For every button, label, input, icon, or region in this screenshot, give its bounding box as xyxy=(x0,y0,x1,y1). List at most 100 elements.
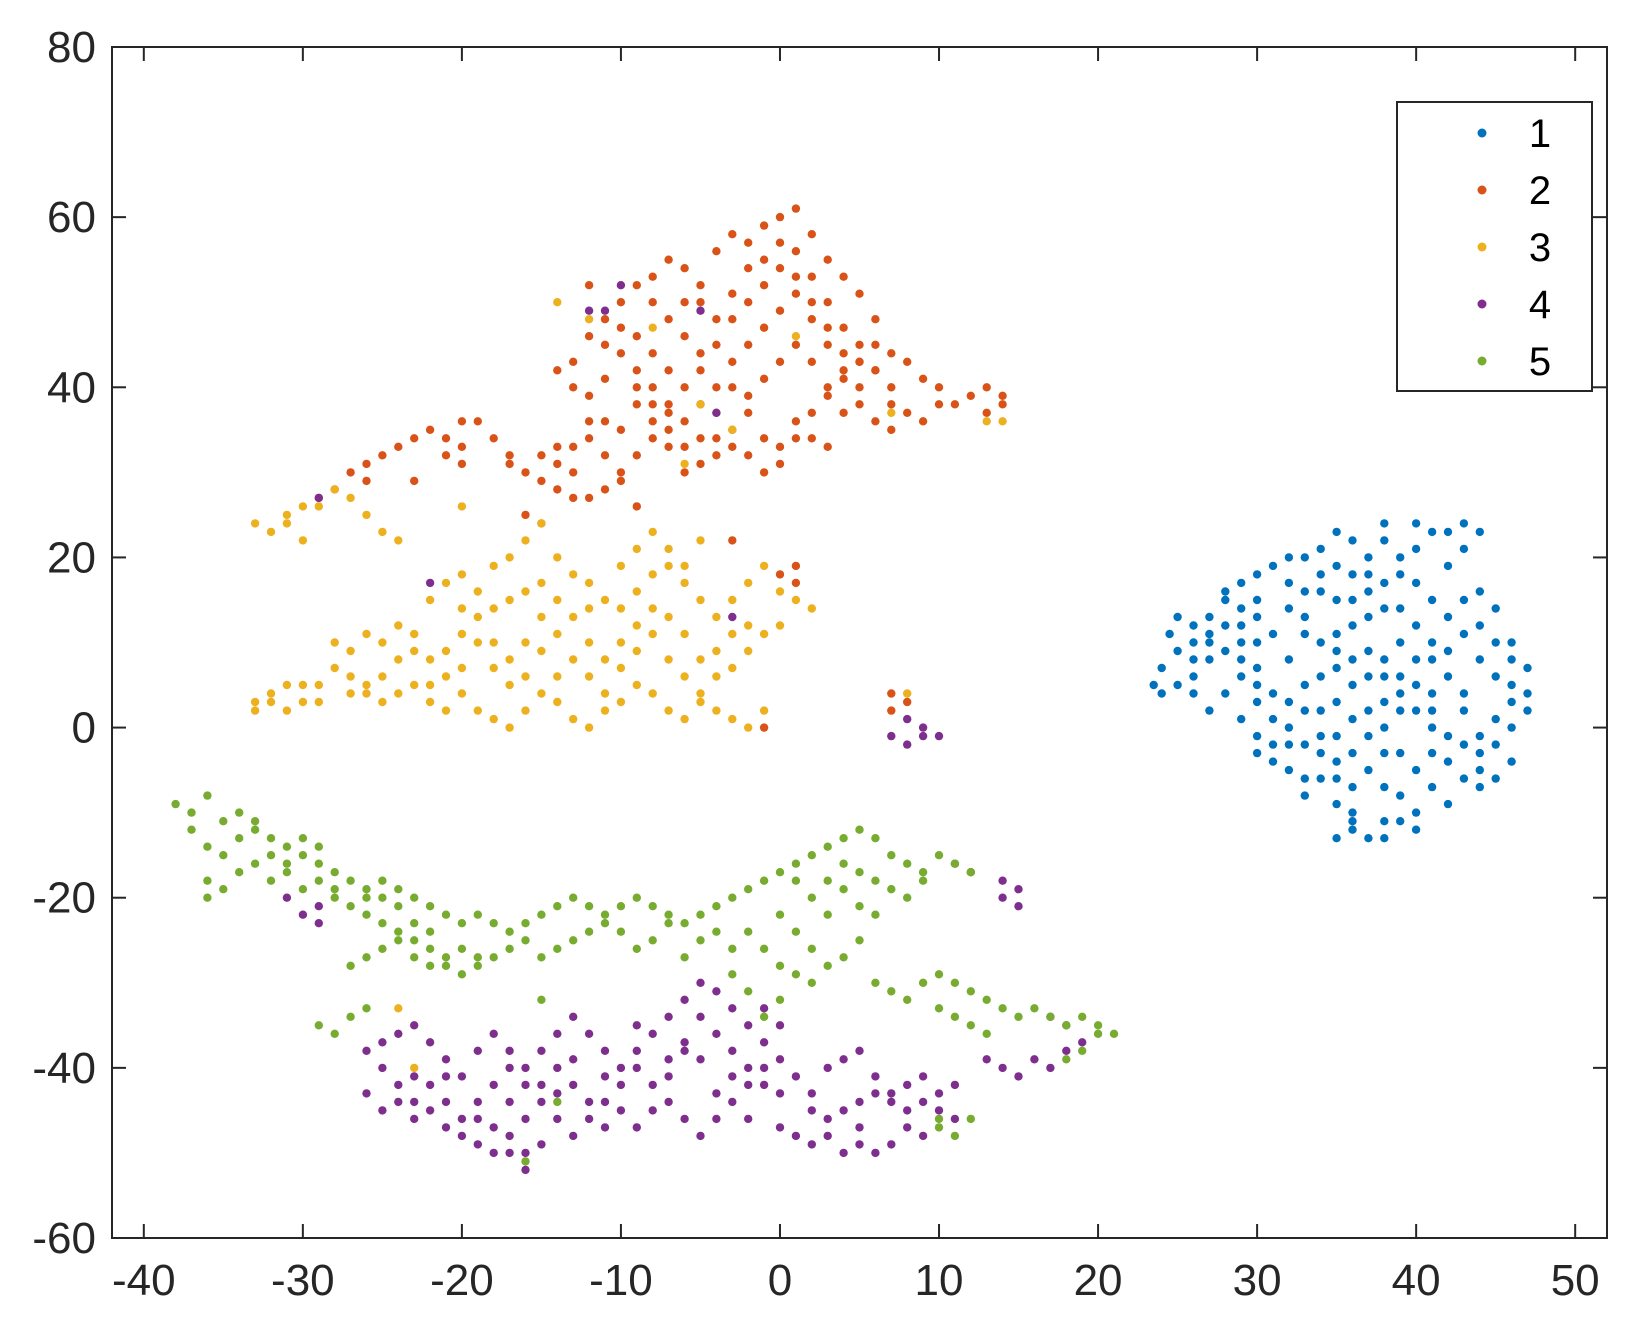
point-series-2-180 xyxy=(569,493,578,503)
point-series-1-18 xyxy=(1300,774,1310,783)
point-series-4-33 xyxy=(441,1055,451,1064)
point-series-3-2 xyxy=(282,680,292,690)
point-series-5-65 xyxy=(362,953,371,962)
point-series-2-102 xyxy=(871,417,880,426)
point-series-1-99 xyxy=(1459,519,1469,528)
point-series-5-81 xyxy=(871,876,880,885)
point-series-1-115 xyxy=(1189,689,1198,698)
point-series-4-49 xyxy=(696,1012,705,1021)
point-series-5-47 xyxy=(203,893,212,902)
point-series-1-141 xyxy=(1332,629,1341,639)
point-series-2-98 xyxy=(807,315,816,324)
point-series-1-20 xyxy=(1300,791,1310,800)
point-series-4-44 xyxy=(616,1063,626,1073)
point-series-5-58 xyxy=(394,927,403,936)
point-series-3-102 xyxy=(537,612,546,622)
point-series-2-81 xyxy=(823,298,832,307)
point-series-1-73 xyxy=(1316,638,1325,647)
point-series-2-58 xyxy=(759,221,769,230)
point-series-5-155 xyxy=(394,902,403,911)
point-series-5-103 xyxy=(1109,1029,1119,1039)
point-series-3-106 xyxy=(600,689,610,698)
point-series-1-120 xyxy=(1284,740,1294,749)
point-series-3-90 xyxy=(680,629,689,639)
point-series-1-173 xyxy=(1475,655,1485,664)
point-series-5-108 xyxy=(314,1021,323,1030)
point-series-4-164 xyxy=(728,1072,737,1081)
point-series-2-23 xyxy=(680,442,689,451)
point-series-4-62 xyxy=(648,1106,657,1115)
point-series-4-123 xyxy=(934,731,944,741)
point-series-2-144 xyxy=(823,323,832,332)
point-series-2-179 xyxy=(553,442,562,451)
point-series-1-127 xyxy=(1475,748,1485,758)
point-series-1-162 xyxy=(1189,638,1198,647)
point-series-1-118 xyxy=(1252,731,1262,741)
point-series-5-113 xyxy=(203,842,212,851)
point-series-3-40 xyxy=(362,510,371,520)
point-series-1-10 xyxy=(1237,621,1246,630)
point-series-5-131 xyxy=(775,961,785,970)
point-series-2-85 xyxy=(887,383,896,392)
point-series-4-67 xyxy=(569,1080,578,1090)
point-series-4-92 xyxy=(887,1140,896,1149)
point-series-1-117 xyxy=(1237,714,1246,724)
point-series-1-88 xyxy=(1189,655,1198,664)
point-series-5-73 xyxy=(823,961,832,970)
point-series-4-50 xyxy=(712,1029,721,1039)
point-series-2-112 xyxy=(696,434,705,443)
point-series-5-2 xyxy=(203,791,212,800)
point-series-1-79 xyxy=(1364,765,1373,775)
point-series-2-182 xyxy=(441,434,451,443)
point-series-5-110 xyxy=(346,1012,355,1021)
point-series-1-80 xyxy=(1348,782,1357,792)
point-series-3-99 xyxy=(489,663,498,673)
point-series-3-83 xyxy=(569,612,578,622)
point-series-2-31 xyxy=(807,434,816,443)
point-series-1-126 xyxy=(1459,740,1469,749)
point-series-4-99 xyxy=(918,1072,928,1081)
point-series-3-110 xyxy=(664,655,673,664)
point-series-4-43 xyxy=(600,1046,610,1056)
point-series-1-112 xyxy=(1237,655,1246,664)
point-series-5-84 xyxy=(918,868,928,877)
point-series-5-147 xyxy=(521,936,530,945)
point-series-2-54 xyxy=(696,281,705,290)
point-series-1-62 xyxy=(1427,655,1437,664)
point-series-4-30 xyxy=(394,1029,403,1039)
point-series-4-14 xyxy=(584,1114,594,1124)
point-series-2-37 xyxy=(903,357,912,366)
point-series-5-53 xyxy=(314,876,323,885)
point-series-1-168 xyxy=(1332,646,1341,656)
point-series-4-128 xyxy=(998,893,1007,902)
point-series-2-65 xyxy=(871,315,880,324)
point-series-4-38 xyxy=(521,1063,530,1073)
point-series-2-82 xyxy=(839,323,848,332)
point-series-5-101 xyxy=(1078,1012,1087,1021)
point-series-3-54 xyxy=(600,595,610,605)
point-series-4-90 xyxy=(855,1140,864,1149)
point-series-1-81 xyxy=(1332,757,1341,766)
point-series-1-146 xyxy=(1364,731,1373,741)
point-series-5-66 xyxy=(378,944,387,953)
point-series-2-119 xyxy=(569,442,578,451)
point-series-2-149 xyxy=(903,408,912,417)
point-series-4-155 xyxy=(569,1055,578,1064)
point-series-3-36 xyxy=(298,536,308,545)
point-series-1-121 xyxy=(1316,774,1325,783)
point-series-4-64 xyxy=(616,1106,626,1115)
point-series-3-8 xyxy=(378,638,387,647)
point-series-4-120 xyxy=(887,731,896,741)
point-series-2-174 xyxy=(553,366,562,375)
point-series-2-154 xyxy=(696,349,705,358)
point-series-2-94 xyxy=(744,298,753,307)
point-series-5-67 xyxy=(394,936,403,945)
point-series-3-31 xyxy=(744,723,753,732)
point-series-2-63 xyxy=(839,272,848,281)
point-series-5-55 xyxy=(346,902,355,911)
point-series-3-68 xyxy=(330,638,339,647)
point-series-2-41 xyxy=(966,391,975,400)
point-series-5-76 xyxy=(823,910,832,919)
point-series-2-53 xyxy=(680,264,689,273)
point-series-3-121 xyxy=(584,604,594,613)
